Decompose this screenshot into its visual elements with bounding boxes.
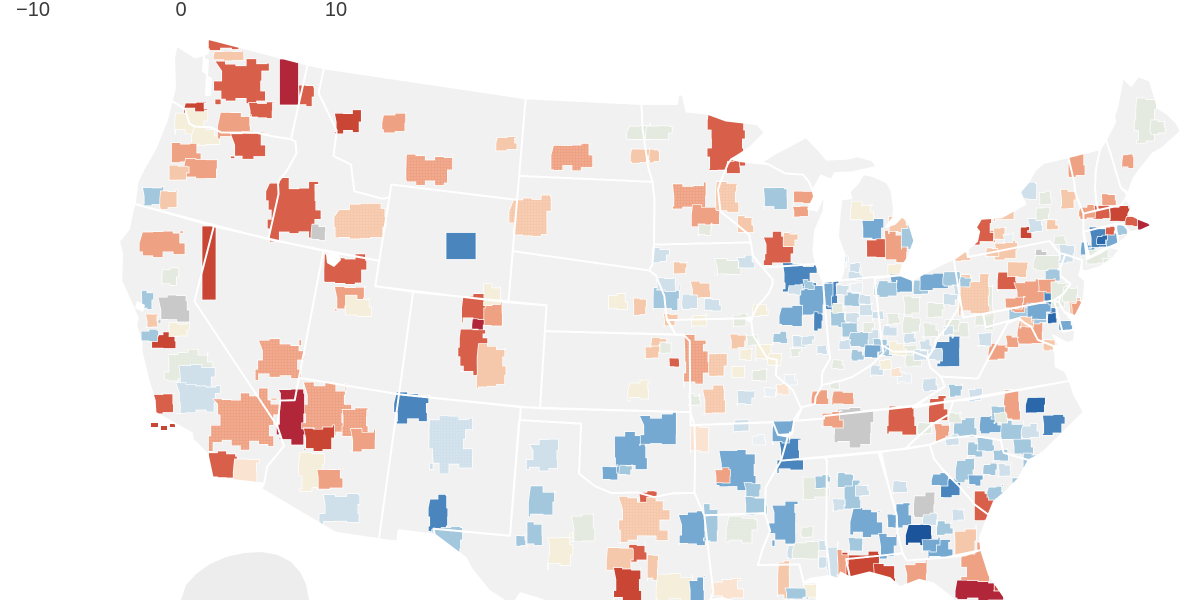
svg-text:−10: −10	[16, 0, 50, 21]
svg-text:0: 0	[175, 0, 186, 21]
svg-text:10: 10	[325, 0, 347, 21]
